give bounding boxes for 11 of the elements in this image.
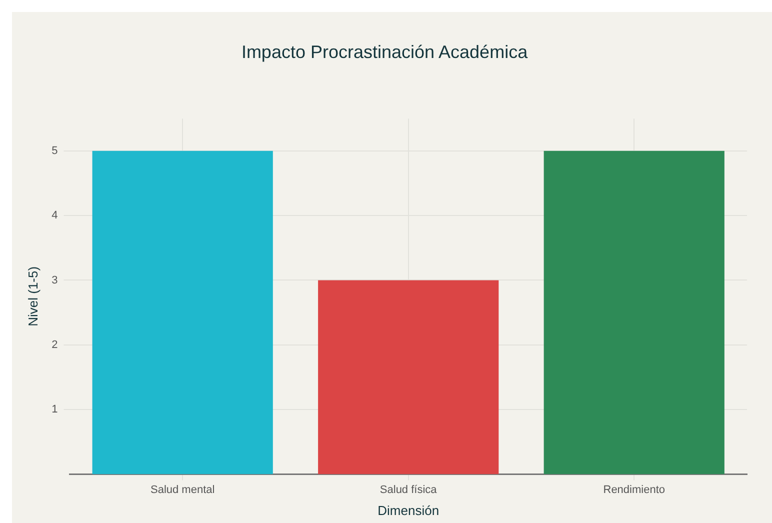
x-tick-label: Rendimiento — [603, 484, 665, 496]
x-tick-label: Salud mental — [150, 484, 215, 496]
y-tick-label: 4 — [52, 210, 58, 222]
y-tick-label: 5 — [52, 144, 58, 157]
chart-title: Impacto Procrastinación Académica — [241, 42, 529, 62]
y-tick-label: 2 — [52, 338, 58, 351]
y-axis-title: Nivel (1-5) — [25, 266, 40, 326]
x-axis-title: Dimensión — [378, 502, 440, 518]
y-tick-label: 3 — [52, 274, 58, 286]
x-tick-label: Salud física — [380, 484, 438, 496]
y-tick-label: 1 — [52, 404, 58, 416]
